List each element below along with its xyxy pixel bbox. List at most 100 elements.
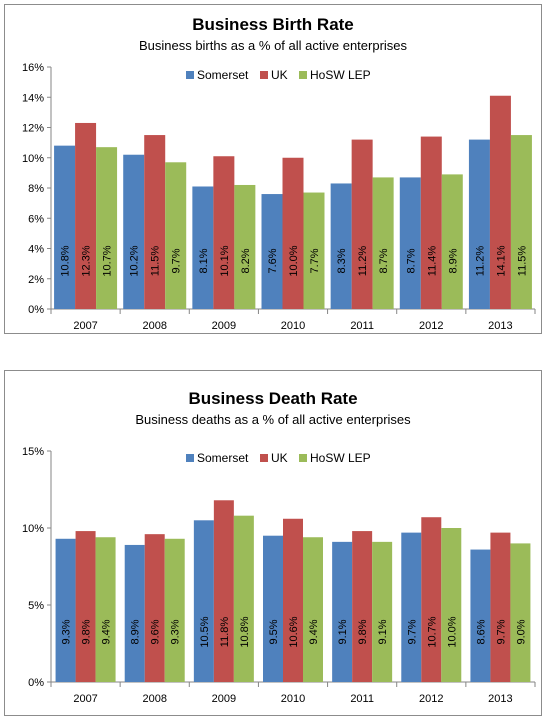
birth-data-label: 9.7% <box>171 248 183 273</box>
birth-y-tick-label: 4% <box>28 244 44 256</box>
death-data-label: 9.1% <box>377 619 389 644</box>
birth-bar-somerset-2008 <box>123 154 145 309</box>
death-x-tick-label: 2010 <box>281 693 305 705</box>
birth-bar-hosw-lep-2010 <box>303 192 325 309</box>
birth-data-label: 11.2% <box>357 246 369 277</box>
birth-y-tick-label: 16% <box>22 62 44 74</box>
birth-bar-uk-2008 <box>144 135 166 309</box>
birth-legend-swatch <box>260 71 268 79</box>
birth-bar-uk-2009 <box>213 156 235 309</box>
birth-x-tick-label: 2007 <box>73 320 97 332</box>
birth-bar-somerset-2007 <box>54 145 76 309</box>
death-chart-subtitle: Business deaths as a % of all active ent… <box>135 412 411 427</box>
birth-x-tick-label: 2009 <box>212 320 236 332</box>
birth-data-label: 11.2% <box>474 246 486 277</box>
birth-y-tick-label: 6% <box>28 213 44 225</box>
birth-data-label: 8.2% <box>240 248 252 273</box>
birth-data-label: 12.3% <box>81 245 93 276</box>
death-data-label: 9.5% <box>268 619 280 644</box>
death-data-label: 9.7% <box>406 619 418 644</box>
birth-data-label: 11.5% <box>516 246 528 277</box>
death-data-label: 9.4% <box>101 619 113 644</box>
birth-chart-title: Business Birth Rate <box>192 15 354 34</box>
death-data-label: 10.7% <box>426 616 438 647</box>
death-data-label: 9.8% <box>357 619 369 644</box>
death-bar-uk-2008 <box>144 534 165 682</box>
birth-bar-hosw-lep-2013 <box>510 135 532 309</box>
birth-bar-hosw-lep-2007 <box>96 147 118 309</box>
death-bar-hosw-lep-2008 <box>164 538 185 682</box>
death-data-label: 9.1% <box>337 619 349 644</box>
death-x-tick-label: 2007 <box>73 693 97 705</box>
birth-data-label: 8.7% <box>405 248 417 273</box>
death-bar-uk-2007 <box>75 531 96 682</box>
birth-bar-uk-2010 <box>282 157 304 309</box>
birth-bar-uk-2012 <box>420 136 442 309</box>
birth-bar-hosw-lep-2012 <box>441 174 463 309</box>
birth-x-tick-label: 2011 <box>350 320 374 332</box>
birth-data-label: 10.2% <box>129 245 141 276</box>
death-x-tick-label: 2009 <box>212 693 236 705</box>
birth-x-tick-label: 2013 <box>488 320 512 332</box>
birth-bar-somerset-2011 <box>330 183 352 309</box>
death-bar-hosw-lep-2013 <box>510 543 531 682</box>
death-data-label: 11.8% <box>219 617 231 648</box>
death-bar-hosw-lep-2007 <box>95 537 116 682</box>
birth-bar-uk-2013 <box>489 95 511 309</box>
birth-legend-label: HoSW LEP <box>310 68 371 82</box>
death-data-label: 10.6% <box>288 616 300 647</box>
birth-rate-chart-panel: Business Birth Rate Business births as a… <box>4 4 542 334</box>
death-legend-swatch <box>260 454 268 462</box>
birth-data-label: 11.4% <box>426 246 438 277</box>
death-bar-somerset-2011 <box>332 541 353 682</box>
birth-chart-subtitle: Business births as a % of all active ent… <box>138 38 408 53</box>
death-bar-somerset-2009 <box>193 520 214 682</box>
death-data-label: 10.5% <box>199 616 211 647</box>
birth-bar-hosw-lep-2009 <box>234 184 256 309</box>
birth-bar-somerset-2013 <box>468 139 490 309</box>
death-bar-uk-2012 <box>421 517 442 682</box>
death-x-tick-label: 2008 <box>142 693 166 705</box>
birth-data-label: 10.0% <box>288 245 300 276</box>
death-data-label: 9.3% <box>61 619 73 644</box>
death-rate-chart: 0% 5% 10% 15% 2007 2008 2009 2010 2011 2012 2013 9.… <box>22 446 536 705</box>
birth-y-tick-label: 2% <box>28 274 44 286</box>
birth-y-tick-label: 0% <box>28 304 44 316</box>
death-x-tick-label: 2013 <box>488 693 512 705</box>
death-bar-uk-2013 <box>490 532 511 682</box>
birth-data-label: 7.7% <box>309 248 321 273</box>
birth-data-label: 8.3% <box>336 248 348 273</box>
death-data-label: 9.0% <box>515 619 527 644</box>
birth-data-label: 10.8% <box>60 245 72 276</box>
birth-data-label: 8.9% <box>447 248 459 273</box>
birth-data-label: 11.5% <box>150 246 162 277</box>
birth-x-tick-label: 2008 <box>142 320 166 332</box>
birth-y-tick-label: 8% <box>28 183 44 195</box>
birth-y-tick-label: 12% <box>22 123 44 135</box>
death-data-label: 9.7% <box>495 619 507 644</box>
death-bar-hosw-lep-2012 <box>441 528 462 682</box>
death-data-label: 8.9% <box>130 619 142 644</box>
birth-legend-swatch <box>299 71 307 79</box>
birth-data-label: 14.1% <box>495 245 507 276</box>
death-chart-title: Business Death Rate <box>188 389 358 408</box>
death-legend-swatch <box>186 454 194 462</box>
death-data-label: 10.8% <box>239 616 251 647</box>
death-bar-somerset-2007 <box>55 538 76 682</box>
death-bar-hosw-lep-2009 <box>233 515 254 682</box>
death-bar-hosw-lep-2010 <box>303 537 323 682</box>
death-bar-somerset-2008 <box>124 544 145 682</box>
death-y-tick-label: 10% <box>22 523 44 535</box>
death-bar-somerset-2012 <box>401 532 422 682</box>
death-rate-chart-panel: Business Death Rate Business deaths as a… <box>4 370 542 716</box>
death-legend-label: HoSW LEP <box>310 451 371 465</box>
birth-legend-swatch <box>186 71 194 79</box>
death-data-label: 9.3% <box>170 619 182 644</box>
death-bar-uk-2009 <box>213 500 234 682</box>
death-data-label: 10.0% <box>446 616 458 647</box>
birth-data-label: 7.6% <box>267 248 279 273</box>
death-legend-label: UK <box>271 451 288 465</box>
death-legend-label: Somerset <box>197 451 249 465</box>
death-bar-somerset-2013 <box>470 549 491 682</box>
death-y-tick-label: 5% <box>28 600 44 612</box>
